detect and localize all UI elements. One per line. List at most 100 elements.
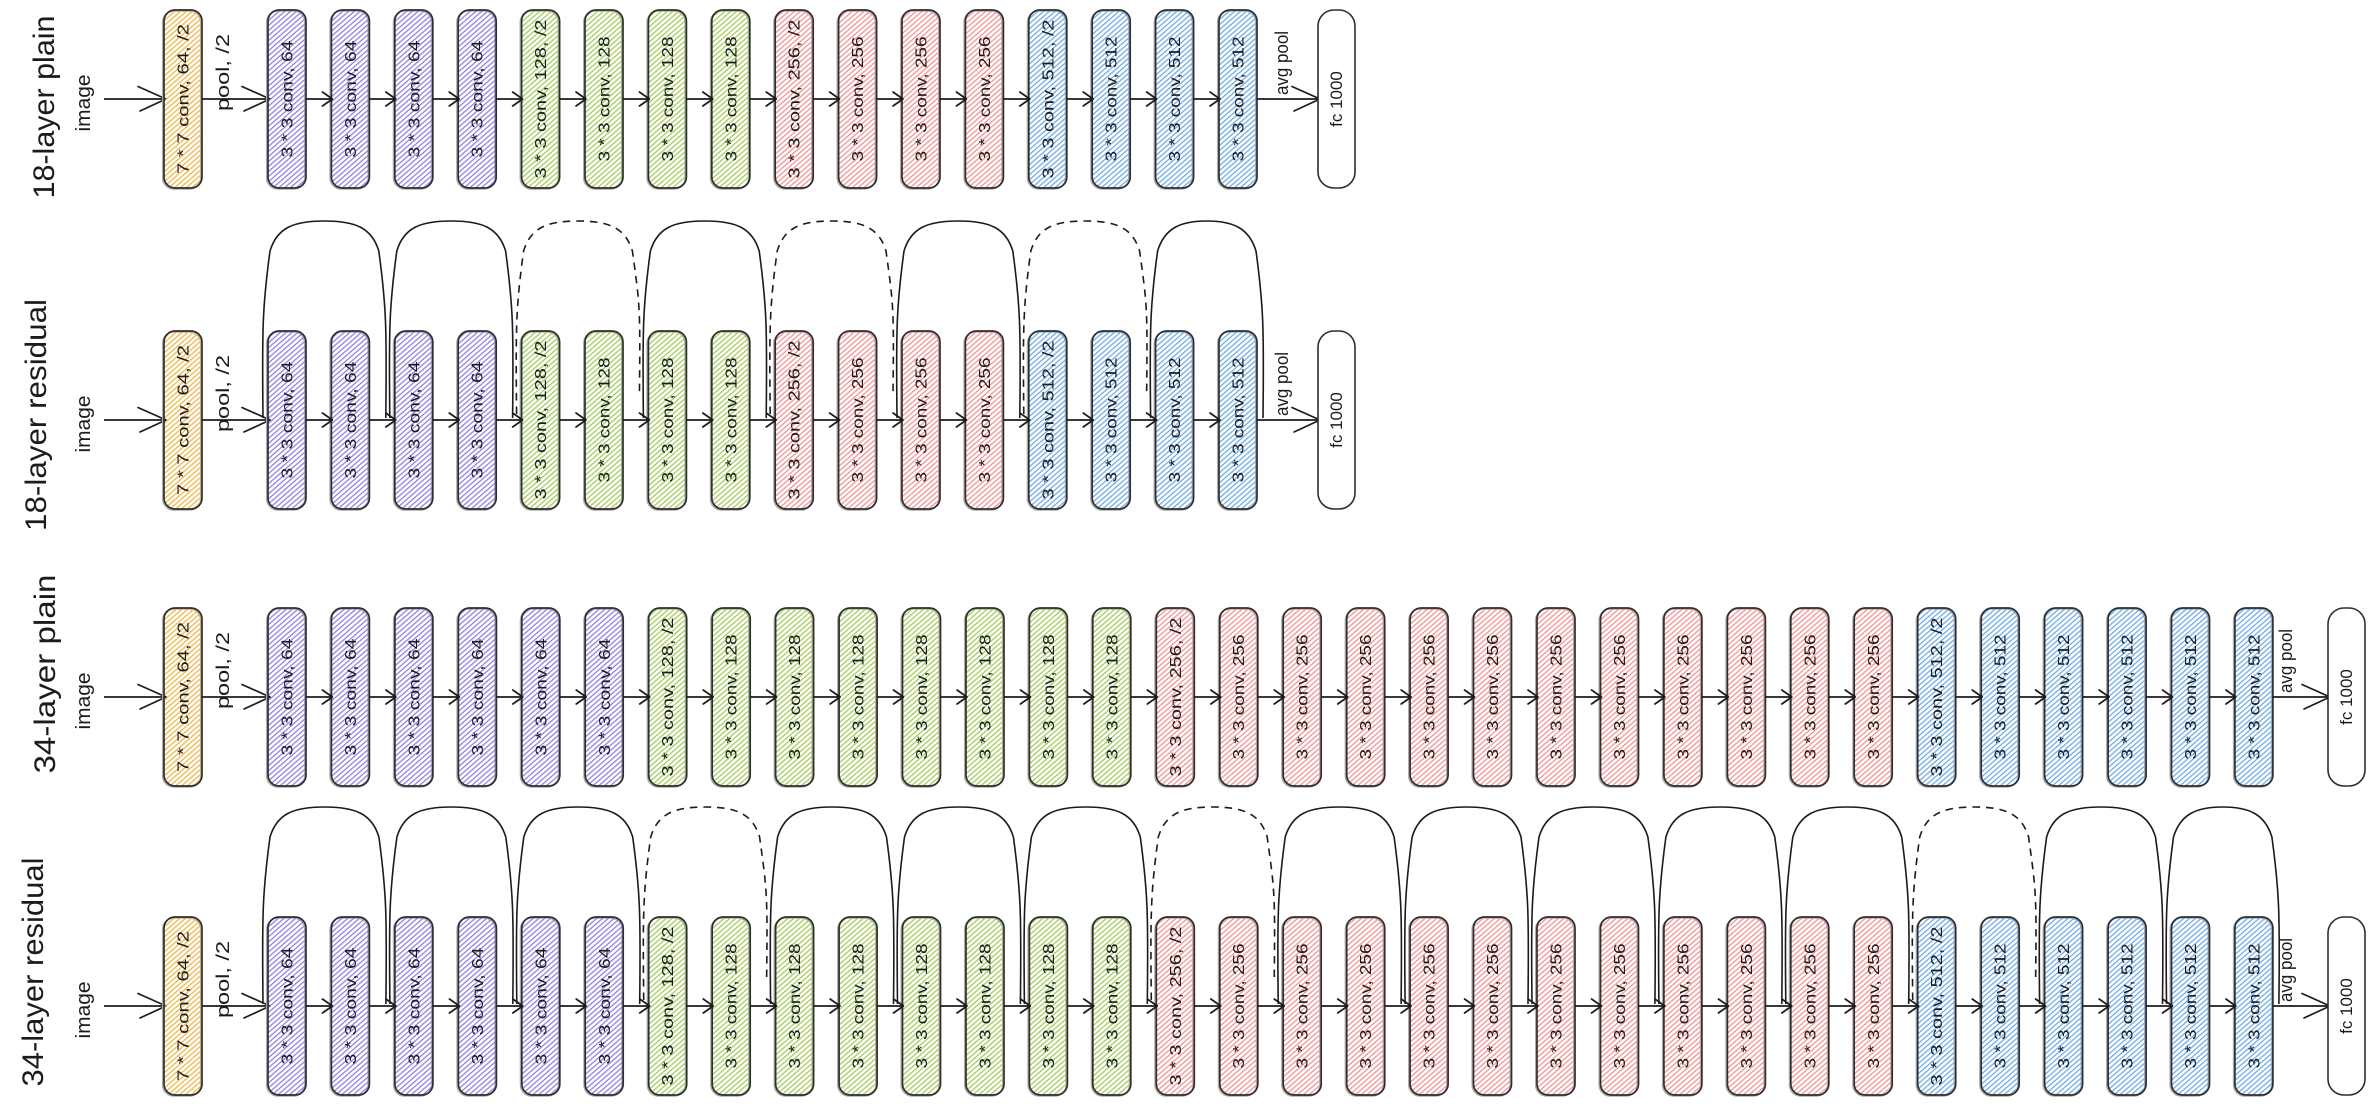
svg-text:pool, /2: pool, /2 bbox=[213, 355, 233, 432]
svg-text:18-layer residual: 18-layer residual bbox=[20, 299, 53, 531]
svg-text:3 * 3 conv, 64: 3 * 3 conv, 64 bbox=[533, 947, 550, 1064]
svg-text:3 * 3 conv, 128: 3 * 3 conv, 128 bbox=[978, 634, 995, 759]
svg-text:34-layer residual: 34-layer residual bbox=[17, 858, 50, 1087]
svg-text:3 * 3 conv, 64: 3 * 3 conv, 64 bbox=[343, 638, 360, 755]
svg-text:3 * 3 conv, 256: 3 * 3 conv, 256 bbox=[1802, 634, 1819, 759]
svg-text:3 * 3 conv, 128: 3 * 3 conv, 128 bbox=[724, 634, 741, 759]
svg-text:3 * 3 conv, 256: 3 * 3 conv, 256 bbox=[1295, 634, 1312, 759]
svg-text:3 * 3 conv, 256: 3 * 3 conv, 256 bbox=[1675, 634, 1692, 759]
svg-text:3 * 3 conv, 512: 3 * 3 conv, 512 bbox=[2056, 634, 2073, 759]
svg-text:3 * 3 conv, 256: 3 * 3 conv, 256 bbox=[1358, 634, 1375, 759]
svg-text:3 * 3 conv, 256: 3 * 3 conv, 256 bbox=[1675, 943, 1692, 1068]
svg-text:3 * 3 conv, 128, /2: 3 * 3 conv, 128, /2 bbox=[660, 617, 677, 776]
svg-text:pool, /2: pool, /2 bbox=[213, 632, 233, 709]
svg-text:3 * 3 conv, 512, /2: 3 * 3 conv, 512, /2 bbox=[1040, 19, 1057, 178]
svg-text:3 * 3 conv, 64: 3 * 3 conv, 64 bbox=[597, 947, 614, 1064]
svg-text:3 * 3 conv, 512: 3 * 3 conv, 512 bbox=[2246, 943, 2263, 1068]
svg-text:3 * 3 conv, 64: 3 * 3 conv, 64 bbox=[406, 40, 423, 157]
svg-text:3 * 3 conv, 128: 3 * 3 conv, 128 bbox=[851, 634, 868, 759]
svg-text:3 * 3 conv, 256: 3 * 3 conv, 256 bbox=[977, 357, 994, 482]
svg-text:3 * 3 conv, 256: 3 * 3 conv, 256 bbox=[1612, 634, 1629, 759]
svg-text:3 * 3 conv, 256: 3 * 3 conv, 256 bbox=[1231, 943, 1248, 1068]
svg-text:avg pool: avg pool bbox=[1272, 31, 1292, 95]
svg-text:7 * 7 conv, 64, /2: 7 * 7 conv, 64, /2 bbox=[176, 622, 193, 772]
svg-text:3 * 3 conv, 64: 3 * 3 conv, 64 bbox=[406, 638, 423, 755]
svg-text:3 * 3 conv, 64: 3 * 3 conv, 64 bbox=[406, 947, 423, 1064]
svg-text:3 * 3 conv, 64: 3 * 3 conv, 64 bbox=[406, 361, 423, 478]
svg-text:image: image bbox=[73, 396, 95, 453]
svg-text:3 * 3 conv, 256: 3 * 3 conv, 256 bbox=[914, 357, 931, 482]
svg-text:3 * 3 conv, 128, /2: 3 * 3 conv, 128, /2 bbox=[533, 340, 550, 499]
svg-text:3 * 3 conv, 256: 3 * 3 conv, 256 bbox=[1422, 943, 1439, 1068]
svg-text:fc 1000: fc 1000 bbox=[2337, 978, 2356, 1034]
svg-text:3 * 3 conv, 256: 3 * 3 conv, 256 bbox=[1358, 943, 1375, 1068]
svg-text:avg pool: avg pool bbox=[1272, 352, 1292, 416]
svg-text:3 * 3 conv, 128: 3 * 3 conv, 128 bbox=[660, 36, 677, 161]
svg-text:3 * 3 conv, 256: 3 * 3 conv, 256 bbox=[1866, 943, 1883, 1068]
svg-text:avg pool: avg pool bbox=[2276, 629, 2296, 693]
svg-text:3 * 3 conv, 512, /2: 3 * 3 conv, 512, /2 bbox=[1929, 617, 1946, 776]
svg-text:3 * 3 conv, 128, /2: 3 * 3 conv, 128, /2 bbox=[660, 926, 677, 1085]
svg-text:3 * 3 conv, 128: 3 * 3 conv, 128 bbox=[723, 36, 740, 161]
svg-text:7 * 7 conv, 64, /2: 7 * 7 conv, 64, /2 bbox=[176, 931, 193, 1081]
svg-text:3 * 3 conv, 512: 3 * 3 conv, 512 bbox=[2120, 943, 2137, 1068]
svg-text:pool, /2: pool, /2 bbox=[213, 941, 233, 1018]
svg-text:3 * 3 conv, 256, /2: 3 * 3 conv, 256, /2 bbox=[787, 19, 804, 178]
svg-text:18-layer plain: 18-layer plain bbox=[28, 16, 61, 199]
svg-text:3 * 3 conv, 256: 3 * 3 conv, 256 bbox=[1549, 943, 1566, 1068]
svg-text:3 * 3 conv, 128: 3 * 3 conv, 128 bbox=[723, 357, 740, 482]
svg-text:image: image bbox=[73, 982, 95, 1039]
svg-text:3 * 3 conv, 512: 3 * 3 conv, 512 bbox=[1993, 943, 2010, 1068]
svg-text:3 * 3 conv, 128: 3 * 3 conv, 128 bbox=[978, 943, 995, 1068]
svg-text:3 * 3 conv, 512: 3 * 3 conv, 512 bbox=[1104, 36, 1121, 161]
svg-text:3 * 3 conv, 256, /2: 3 * 3 conv, 256, /2 bbox=[787, 340, 804, 499]
svg-text:3 * 3 conv, 128: 3 * 3 conv, 128 bbox=[1104, 634, 1121, 759]
svg-text:3 * 3 conv, 128: 3 * 3 conv, 128 bbox=[660, 357, 677, 482]
svg-text:fc 1000: fc 1000 bbox=[1327, 392, 1346, 448]
svg-text:3 * 3 conv, 256: 3 * 3 conv, 256 bbox=[850, 357, 867, 482]
svg-text:3 * 3 conv, 64: 3 * 3 conv, 64 bbox=[280, 638, 297, 755]
svg-text:image: image bbox=[73, 75, 95, 132]
svg-text:3 * 3 conv, 64: 3 * 3 conv, 64 bbox=[470, 947, 487, 1064]
svg-text:3 * 3 conv, 512: 3 * 3 conv, 512 bbox=[2246, 634, 2263, 759]
svg-text:3 * 3 conv, 64: 3 * 3 conv, 64 bbox=[280, 40, 297, 157]
svg-text:fc 1000: fc 1000 bbox=[1327, 71, 1346, 127]
svg-text:3 * 3 conv, 512: 3 * 3 conv, 512 bbox=[2120, 634, 2137, 759]
svg-text:3 * 3 conv, 512: 3 * 3 conv, 512 bbox=[1231, 36, 1248, 161]
svg-text:3 * 3 conv, 512: 3 * 3 conv, 512 bbox=[2183, 943, 2200, 1068]
svg-text:3 * 3 conv, 128: 3 * 3 conv, 128 bbox=[1041, 943, 1058, 1068]
svg-text:3 * 3 conv, 128: 3 * 3 conv, 128 bbox=[914, 943, 931, 1068]
svg-text:3 * 3 conv, 256, /2: 3 * 3 conv, 256, /2 bbox=[1168, 617, 1185, 776]
svg-text:3 * 3 conv, 256: 3 * 3 conv, 256 bbox=[977, 36, 994, 161]
svg-text:3 * 3 conv, 64: 3 * 3 conv, 64 bbox=[343, 361, 360, 478]
svg-text:3 * 3 conv, 256: 3 * 3 conv, 256 bbox=[1422, 634, 1439, 759]
svg-text:3 * 3 conv, 512: 3 * 3 conv, 512 bbox=[2056, 943, 2073, 1068]
svg-text:3 * 3 conv, 256: 3 * 3 conv, 256 bbox=[1739, 943, 1756, 1068]
svg-text:3 * 3 conv, 128: 3 * 3 conv, 128 bbox=[597, 357, 614, 482]
svg-text:3 * 3 conv, 256: 3 * 3 conv, 256 bbox=[1549, 634, 1566, 759]
svg-text:3 * 3 conv, 64: 3 * 3 conv, 64 bbox=[470, 40, 487, 157]
svg-text:3 * 3 conv, 512: 3 * 3 conv, 512 bbox=[1167, 36, 1184, 161]
svg-text:3 * 3 conv, 256: 3 * 3 conv, 256 bbox=[850, 36, 867, 161]
svg-text:3 * 3 conv, 256: 3 * 3 conv, 256 bbox=[1485, 943, 1502, 1068]
svg-text:avg pool: avg pool bbox=[2276, 938, 2296, 1002]
svg-text:3 * 3 conv, 128: 3 * 3 conv, 128 bbox=[1041, 634, 1058, 759]
svg-text:3 * 3 conv, 512, /2: 3 * 3 conv, 512, /2 bbox=[1929, 926, 1946, 1085]
svg-text:3 * 3 conv, 512: 3 * 3 conv, 512 bbox=[1231, 357, 1248, 482]
svg-text:3 * 3 conv, 512: 3 * 3 conv, 512 bbox=[1104, 357, 1121, 482]
svg-text:3 * 3 conv, 64: 3 * 3 conv, 64 bbox=[597, 638, 614, 755]
svg-text:3 * 3 conv, 64: 3 * 3 conv, 64 bbox=[533, 638, 550, 755]
svg-text:3 * 3 conv, 256: 3 * 3 conv, 256 bbox=[1231, 634, 1248, 759]
svg-text:3 * 3 conv, 512: 3 * 3 conv, 512 bbox=[1993, 634, 2010, 759]
svg-text:3 * 3 conv, 512: 3 * 3 conv, 512 bbox=[2183, 634, 2200, 759]
svg-text:3 * 3 conv, 256: 3 * 3 conv, 256 bbox=[1485, 634, 1502, 759]
svg-text:34-layer plain: 34-layer plain bbox=[29, 575, 62, 774]
svg-text:3 * 3 conv, 256: 3 * 3 conv, 256 bbox=[1802, 943, 1819, 1068]
svg-text:pool, /2: pool, /2 bbox=[213, 34, 233, 111]
svg-text:3 * 3 conv, 128: 3 * 3 conv, 128 bbox=[851, 943, 868, 1068]
svg-text:3 * 3 conv, 128: 3 * 3 conv, 128 bbox=[787, 634, 804, 759]
svg-text:3 * 3 conv, 256: 3 * 3 conv, 256 bbox=[1739, 634, 1756, 759]
svg-text:7 * 7 conv, 64, /2: 7 * 7 conv, 64, /2 bbox=[176, 345, 193, 495]
svg-text:image: image bbox=[73, 673, 95, 730]
svg-text:3 * 3 conv, 256: 3 * 3 conv, 256 bbox=[914, 36, 931, 161]
